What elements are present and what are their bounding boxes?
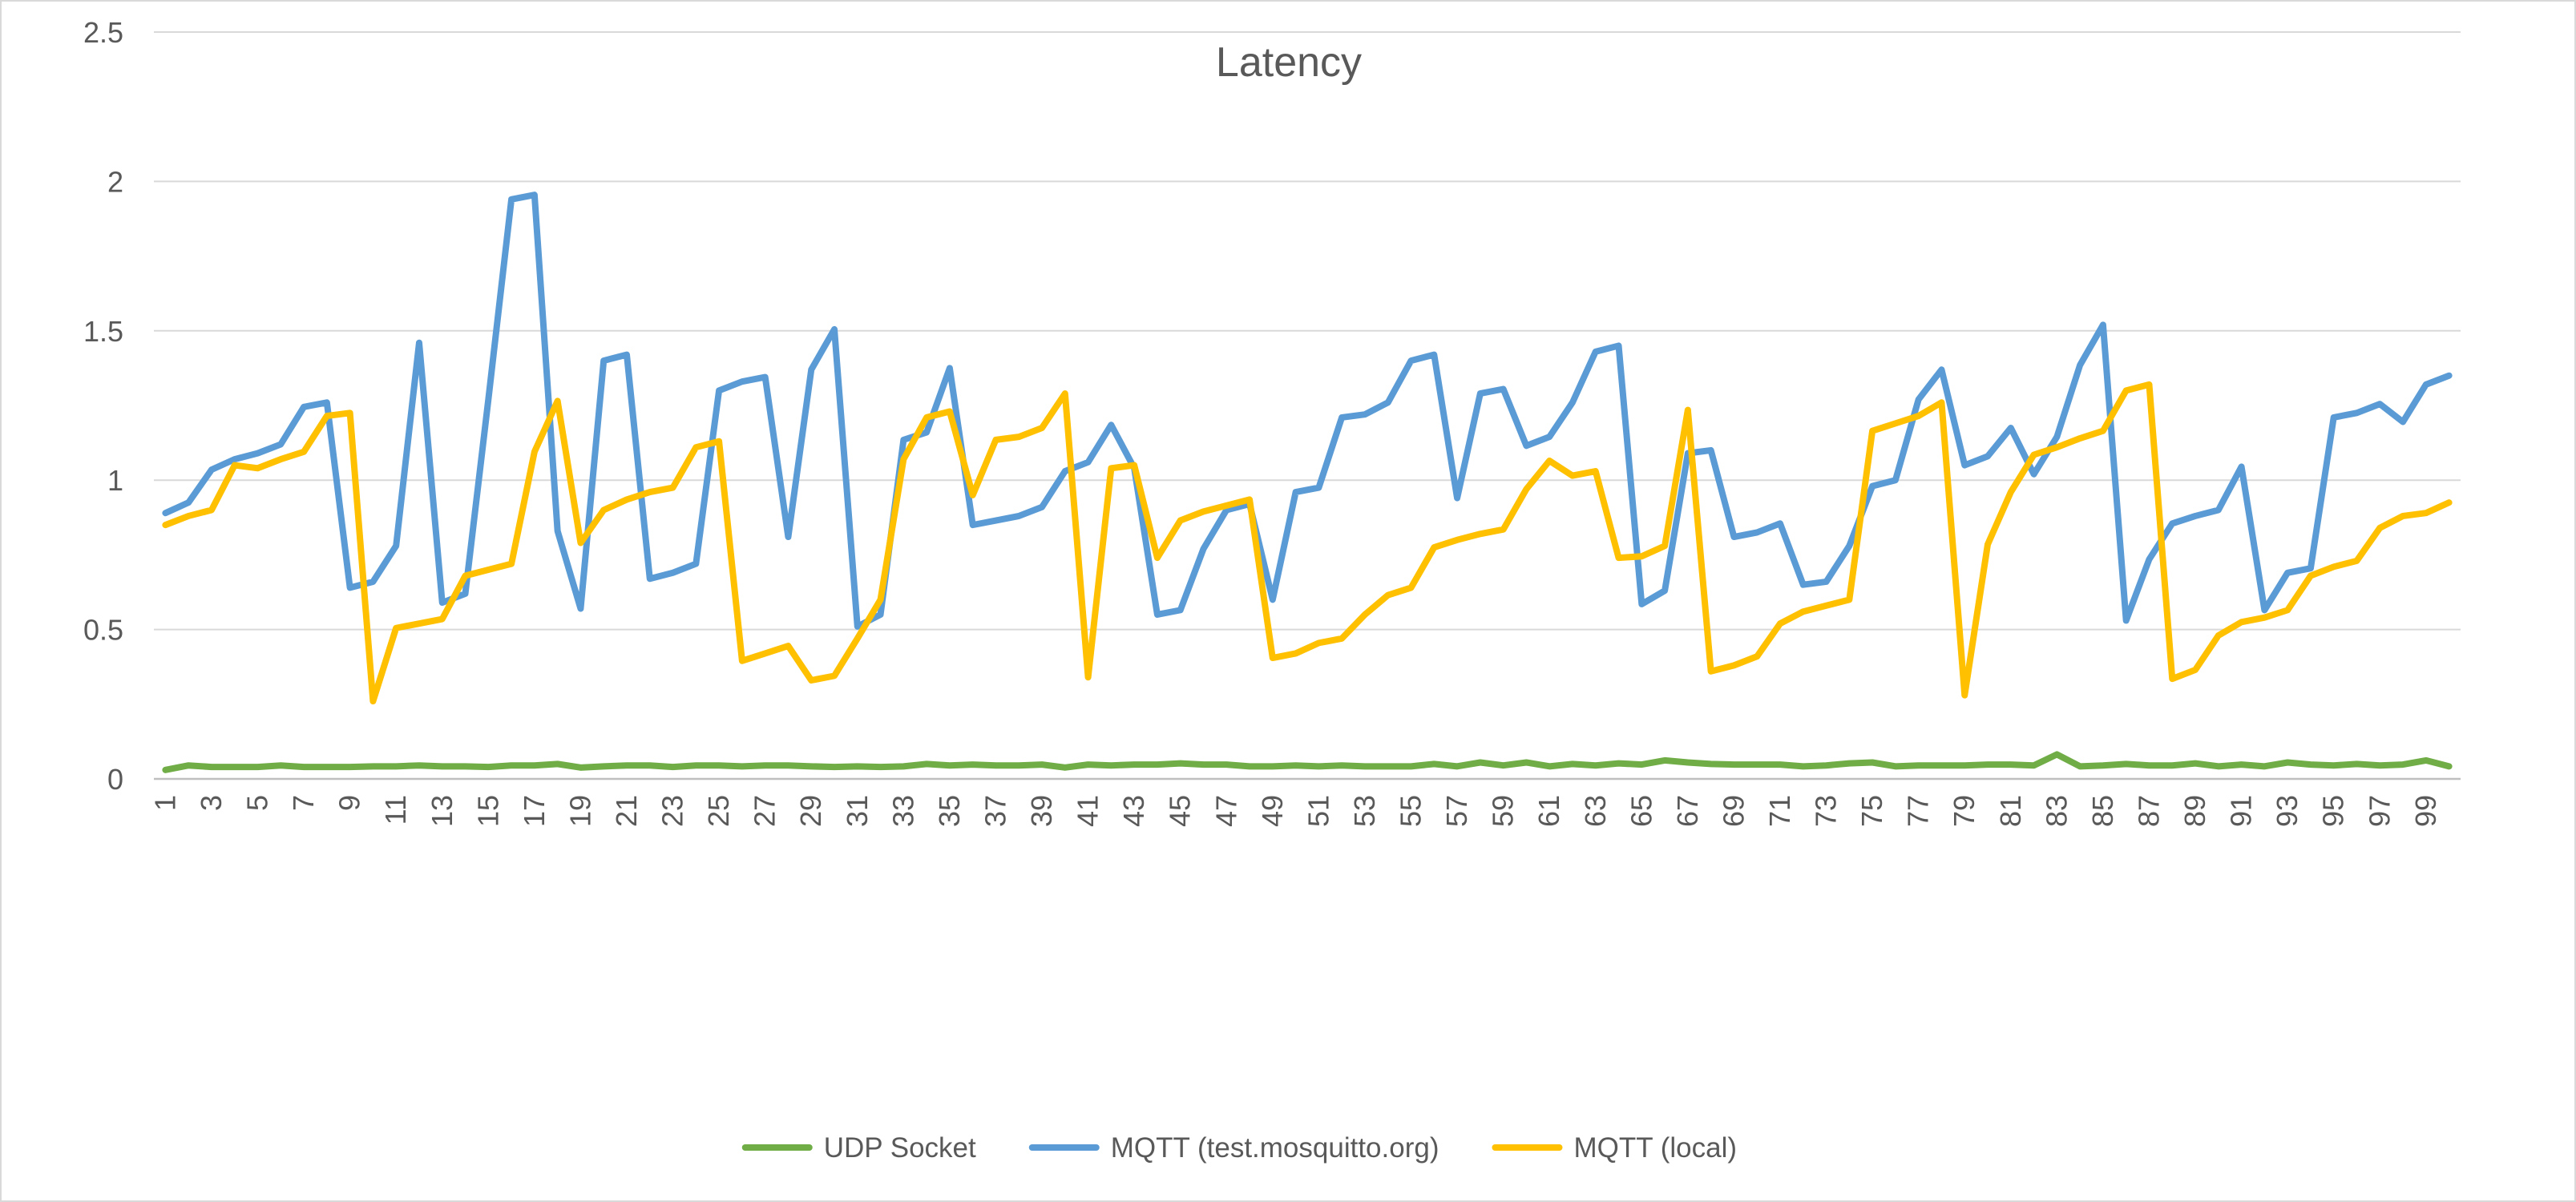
x-tick-label: 99 — [2409, 795, 2442, 827]
y-tick-label: 1 — [107, 464, 123, 497]
x-tick-label: 73 — [1810, 795, 1843, 827]
x-tick-label: 29 — [794, 795, 827, 827]
x-tick-label: 91 — [2225, 795, 2258, 827]
legend-label-udp-socket: UDP Socket — [824, 1132, 976, 1164]
y-tick-label: 0 — [107, 763, 123, 796]
x-tick-label: 21 — [610, 795, 643, 827]
plot-area — [162, 192, 2453, 773]
x-tick-label: 13 — [426, 795, 458, 827]
legend-label-mqtt-test-mosquitto-org: MQTT (test.mosquitto.org) — [1111, 1132, 1439, 1164]
x-tick-label: 19 — [563, 795, 596, 827]
y-axis: 0 0.5 1 1.5 2 2.5 — [83, 16, 123, 796]
x-tick-label: 61 — [1532, 795, 1565, 827]
x-tick-label: 51 — [1302, 795, 1334, 827]
x-tick-label: 93 — [2271, 795, 2303, 827]
legend: UDP Socket MQTT (test.mosquitto.org) MQTT … — [741, 1132, 1737, 1164]
x-tick-label: 89 — [2178, 795, 2211, 827]
x-tick-label: 83 — [2040, 795, 2073, 827]
x-tick-label: 39 — [1025, 795, 1058, 827]
x-tick-label: 27 — [749, 795, 781, 827]
x-tick-label: 55 — [1395, 795, 1427, 827]
x-tick-label: 71 — [1763, 795, 1796, 827]
x-tick-label: 63 — [1579, 795, 1612, 827]
x-tick-label: 23 — [656, 795, 689, 827]
x-tick-label: 65 — [1625, 795, 1657, 827]
x-tick-label: 67 — [1671, 795, 1704, 827]
x-tick-label: 53 — [1348, 795, 1381, 827]
gridlines — [154, 31, 2461, 780]
x-axis: 1 3 5 7 9 11 13 15 17 19 21 23 25 27 29 31 33 35 37 39 41 43 4… — [148, 795, 2441, 827]
x-tick-label: 17 — [518, 795, 551, 827]
legend-label-mqtt-local: MQTT (local) — [1573, 1132, 1737, 1164]
chart-title: Latency — [1216, 39, 1362, 86]
x-tick-label: 47 — [1209, 795, 1242, 827]
x-tick-label: 11 — [379, 795, 412, 825]
x-tick-label: 41 — [1072, 795, 1104, 827]
x-tick-label: 85 — [2086, 795, 2119, 827]
x-tick-label: 25 — [702, 795, 735, 827]
x-tick-label: 9 — [333, 795, 366, 811]
x-tick-label: 97 — [2363, 795, 2396, 827]
y-tick-label: 2.5 — [83, 16, 123, 49]
x-tick-label: 79 — [1948, 795, 1980, 827]
x-tick-label: 59 — [1487, 795, 1520, 827]
series-line-udp-socket — [162, 751, 2453, 773]
x-tick-label: 31 — [841, 795, 874, 827]
series-line-mqtt-test-mosquitto-org — [162, 192, 2453, 630]
x-tick-label: 77 — [1902, 795, 1935, 827]
x-tick-label: 95 — [2317, 795, 2350, 827]
x-tick-label: 33 — [886, 795, 919, 827]
y-tick-label: 2 — [107, 165, 123, 198]
x-tick-label: 69 — [1717, 795, 1750, 827]
x-tick-label: 3 — [195, 795, 228, 811]
x-tick-label: 5 — [241, 795, 274, 811]
x-tick-label: 45 — [1164, 795, 1197, 827]
x-tick-label: 57 — [1440, 795, 1473, 827]
x-tick-label: 7 — [287, 795, 320, 811]
x-tick-label: 43 — [1117, 795, 1150, 827]
series-line-mqtt-local — [162, 381, 2453, 705]
x-tick-label: 81 — [1994, 795, 2027, 827]
x-tick-label: 1 — [148, 795, 181, 811]
y-tick-label: 0.5 — [83, 614, 123, 647]
y-tick-label: 1.5 — [83, 315, 123, 348]
x-tick-label: 87 — [2132, 795, 2165, 827]
x-tick-label: 35 — [933, 795, 966, 827]
x-tick-label: 37 — [979, 795, 1011, 827]
x-tick-label: 15 — [471, 795, 504, 827]
x-tick-label: 75 — [1855, 795, 1888, 827]
x-tick-label: 49 — [1256, 795, 1289, 827]
